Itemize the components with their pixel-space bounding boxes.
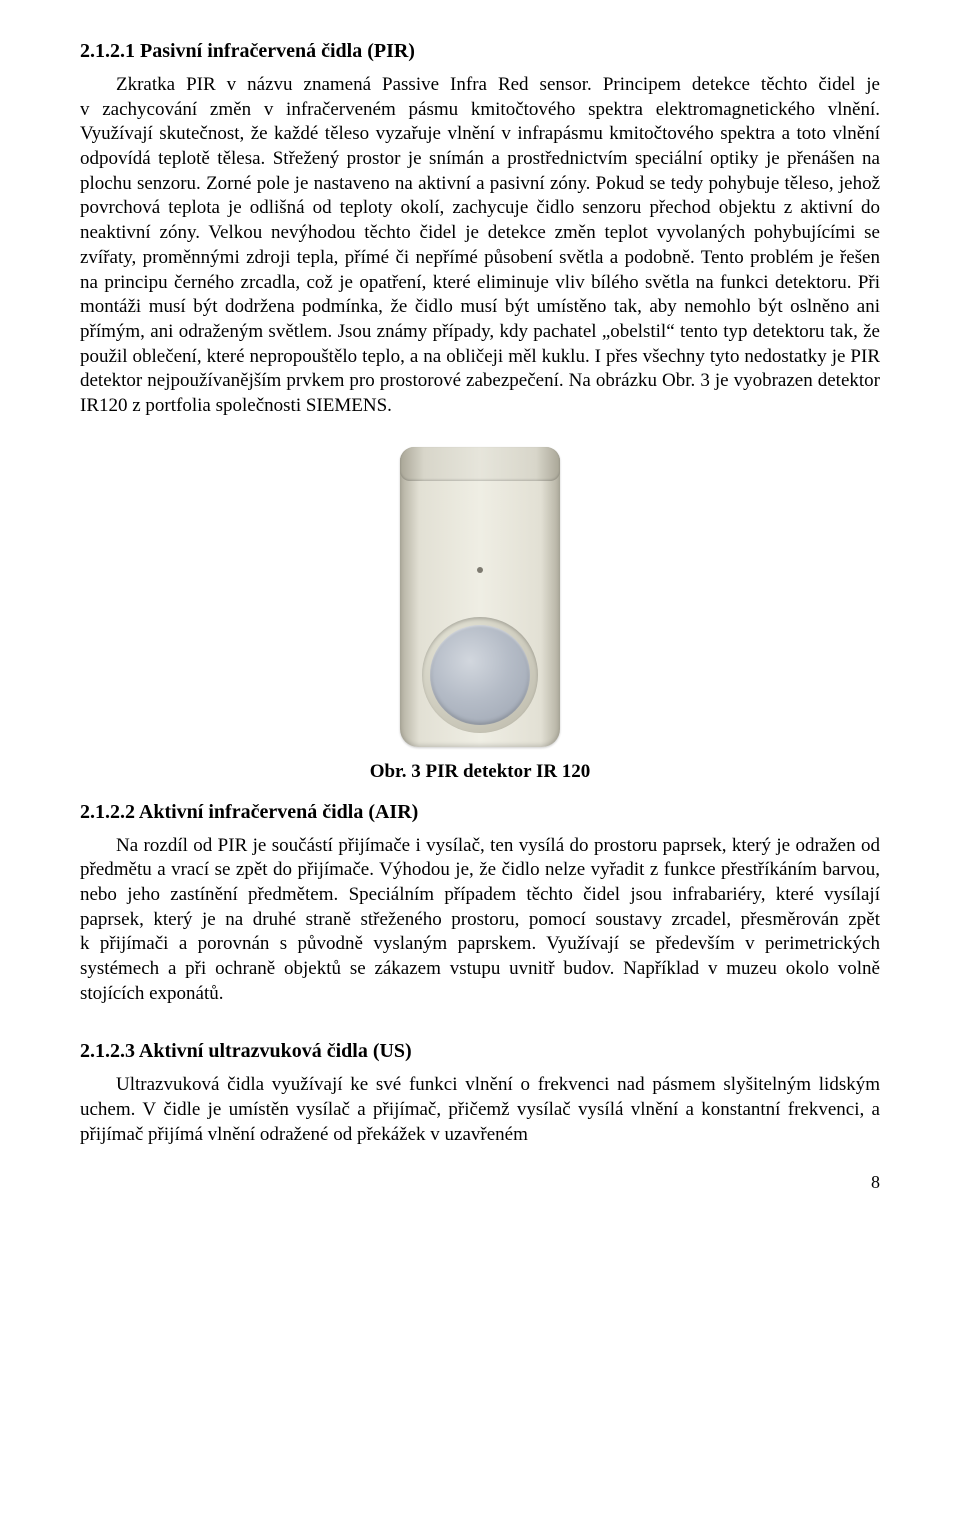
paragraph-air: Na rozdíl od PIR je součástí přijímače i… <box>80 834 880 1007</box>
sensor-lens <box>430 625 530 725</box>
sensor-led-icon <box>477 567 483 573</box>
sensor-top-cap <box>400 447 560 481</box>
paragraph-pir: Zkratka PIR v názvu znamená Passive Infr… <box>80 73 880 419</box>
heading-us: 2.1.2.3 Aktivní ultrazvuková čidla (US) <box>80 1040 880 1063</box>
figure-pir-detector <box>80 447 880 747</box>
spacer <box>80 1018 880 1040</box>
paragraph-us: Ultrazvuková čidla využívají ke své funk… <box>80 1073 880 1147</box>
heading-pir: 2.1.2.1 Pasivní infračervená čidla (PIR) <box>80 40 880 63</box>
page-number: 8 <box>80 1172 880 1193</box>
heading-air: 2.1.2.2 Aktivní infračervená čidla (AIR) <box>80 801 880 824</box>
pir-sensor-illustration <box>400 447 560 747</box>
figure-caption: Obr. 3 PIR detektor IR 120 <box>80 761 880 783</box>
page: 2.1.2.1 Pasivní infračervená čidla (PIR)… <box>0 0 960 1251</box>
